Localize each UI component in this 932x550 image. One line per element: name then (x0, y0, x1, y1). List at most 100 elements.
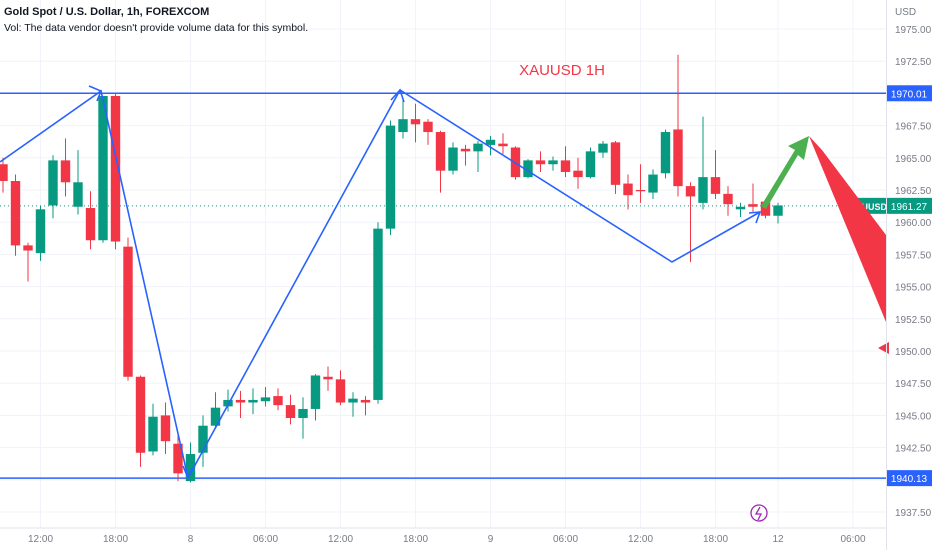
symbol-title: Gold Spot / U.S. Dollar, 1h, FOREXCOM (4, 6, 210, 18)
y-axis-tick-label: 1952.50 (895, 315, 932, 326)
y-axis-tick-label: 1955.00 (895, 283, 932, 294)
candle-body (685, 186, 696, 197)
candle-body (610, 142, 621, 185)
candle-body (735, 206, 746, 210)
candle-body (473, 143, 483, 152)
y-axis-tick-label: 1975.00 (895, 25, 932, 36)
candle-body (135, 376, 146, 453)
y-axis-tick-label: 1937.50 (895, 508, 932, 519)
y-axis-tick-label: 1965.00 (895, 154, 932, 165)
candle-body (60, 160, 71, 183)
candle-body (323, 376, 333, 380)
drawing-arrowhead (182, 465, 193, 481)
candle-body (710, 177, 721, 194)
candle-body (585, 151, 596, 178)
candle-body (660, 132, 671, 174)
candle-body (423, 121, 433, 133)
candle-body (335, 379, 346, 403)
candle-body (185, 454, 196, 482)
candle-body (10, 180, 21, 246)
x-axis-tick-label: 12 (772, 534, 784, 545)
candle-body (85, 208, 96, 241)
candle-body (248, 399, 258, 403)
drawing-arrowhead (88, 85, 103, 102)
candle-body (485, 139, 496, 145)
candle-body (35, 209, 46, 254)
trend-line-drawing (0, 88, 761, 481)
candle-body (398, 119, 408, 133)
candle-body (73, 182, 83, 207)
projection-down-arrow (809, 136, 886, 322)
candle-body (210, 407, 221, 426)
candle-body (348, 398, 358, 403)
volume-note: Vol: The data vendor doesn't provide vol… (4, 22, 309, 34)
x-axis-tick-label: 06:00 (253, 534, 278, 545)
candle-body (298, 408, 308, 418)
candle-body (723, 193, 733, 205)
candle-body (123, 246, 133, 377)
candle-body (598, 143, 608, 153)
candle-body (773, 205, 783, 216)
candle-body (448, 147, 458, 171)
drawing-arrowhead (390, 88, 405, 103)
y-axis-tick-label: 1947.50 (895, 379, 932, 390)
x-axis-tick-label: 12:00 (628, 534, 653, 545)
x-axis-tick-label: 12:00 (28, 534, 53, 545)
last-price-tag (887, 197, 932, 214)
x-axis-tick-label: 06:00 (840, 534, 865, 545)
level-price-label: 1970.01 (891, 89, 928, 100)
candle-body (698, 177, 708, 203)
y-axis-tick-label: 1942.50 (895, 444, 932, 455)
y-axis-tick-label: 1962.50 (895, 186, 932, 197)
candle-body (373, 228, 383, 400)
candle-body (260, 397, 271, 402)
candle-body (198, 425, 208, 453)
drawing-arrowhead (748, 211, 762, 224)
candle-body (648, 174, 658, 193)
x-axis-tick-label: 8 (188, 534, 194, 545)
last-price-label: 1961.27 (891, 202, 928, 213)
candle-body (623, 183, 633, 196)
candle-body (360, 399, 371, 403)
candle-body (310, 375, 321, 409)
event-icon (750, 504, 768, 522)
y-axis-tick-label: 1960.00 (895, 218, 932, 229)
candle-body (98, 95, 108, 241)
level-price-tag (887, 470, 932, 487)
level-price-label: 1940.13 (891, 474, 928, 485)
lightning-icon (754, 506, 763, 521)
candle-body (748, 204, 758, 207)
candle-body (523, 160, 533, 178)
projection-up-arrow (761, 136, 809, 209)
currency-label: USD (895, 7, 916, 18)
candle-body (498, 143, 508, 147)
y-axis-tick-label: 1945.00 (895, 411, 932, 422)
candle-body (110, 95, 121, 242)
candle-body (173, 443, 183, 474)
candle-body (635, 190, 646, 192)
level-price-tag (887, 85, 932, 102)
x-axis-tick-label: 12:00 (328, 534, 353, 545)
candle-body (435, 132, 446, 171)
y-axis-tick-label: 1950.00 (895, 347, 932, 358)
candle-body (235, 399, 246, 403)
y-axis-tick-label: 1967.50 (895, 122, 932, 133)
candle-body (148, 416, 158, 452)
y-axis-tick-label: 1972.50 (895, 57, 932, 68)
candle-body (285, 405, 296, 418)
chart-title: XAUUSD 1H (519, 62, 605, 79)
x-axis-tick-label: 18:00 (103, 534, 128, 545)
symbol-tag-label: XAUUSD (849, 202, 888, 212)
candle-body (385, 125, 396, 229)
candle-body (410, 119, 421, 125)
candle-body (460, 148, 471, 152)
candle-body (23, 245, 33, 251)
candle-body (548, 160, 558, 165)
candle-body (48, 160, 58, 206)
candle-body (535, 160, 546, 165)
y-axis-tick-label: 1957.50 (895, 250, 932, 261)
candle-body (0, 164, 8, 181)
x-axis-tick-label: 06:00 (553, 534, 578, 545)
candle-body (273, 396, 283, 406)
